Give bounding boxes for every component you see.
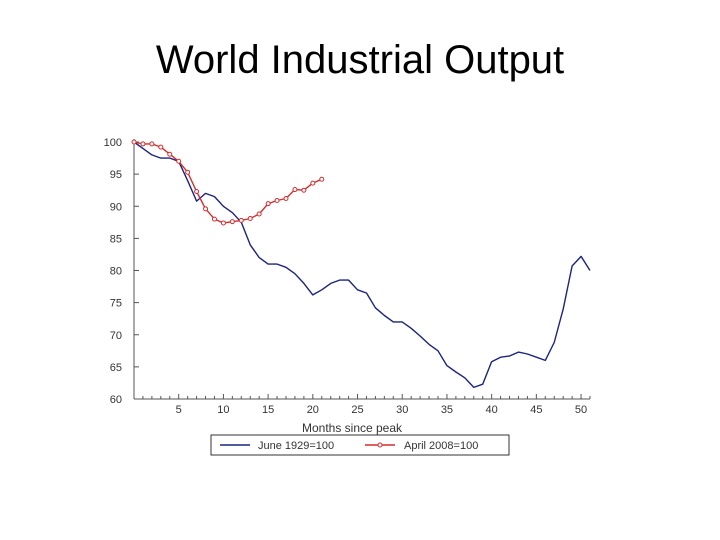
y-tick-label: 90 (110, 201, 122, 213)
data-point (256, 211, 262, 217)
data-point (265, 201, 271, 207)
y-tick-label: 75 (110, 298, 122, 310)
data-point (158, 144, 164, 150)
data-point (185, 169, 191, 175)
data-point (131, 139, 137, 145)
x-tick-label: 5 (176, 404, 182, 416)
x-tick-label: 20 (307, 404, 319, 416)
data-point (140, 141, 146, 147)
data-point (292, 187, 298, 193)
x-tick-label: 45 (530, 404, 542, 416)
data-point (301, 187, 307, 193)
data-point (149, 141, 155, 147)
y-tick-label: 85 (110, 233, 122, 245)
chart-series (131, 139, 591, 389)
x-tick-label: 40 (486, 404, 498, 416)
data-point (310, 180, 316, 186)
series-line-2 (133, 141, 323, 224)
slide-title: World Industrial Output (155, 38, 565, 82)
data-point (247, 215, 253, 221)
data-point (176, 158, 182, 164)
x-tick-label: 50 (575, 404, 587, 416)
x-axis-title: Months since peak (302, 421, 403, 435)
legend-label-1: June 1929=100 (258, 440, 334, 452)
legend-label-2: April 2008=100 (404, 440, 478, 452)
data-point (220, 220, 226, 226)
y-tick-label: 100 (104, 137, 122, 149)
data-point (194, 188, 200, 194)
y-tick-label: 70 (110, 330, 122, 342)
data-point (229, 219, 235, 225)
data-point (319, 176, 325, 182)
y-tick-label: 95 (110, 169, 122, 181)
x-tick-label: 35 (441, 404, 453, 416)
legend-box (210, 434, 510, 456)
y-tick-label: 60 (110, 394, 122, 406)
data-point (203, 206, 209, 212)
x-tick-label: 30 (396, 404, 408, 416)
chart-axes: 5 10 15 20 25 30 35 40 45 50 60 65 70 75 80 85 90 95 100 Mo… (104, 137, 591, 435)
legend-marker (377, 442, 383, 448)
chart-legend: June 1929=100 April 2008=100 (210, 434, 510, 456)
data-point (211, 216, 217, 222)
data-point (238, 217, 244, 223)
data-point (274, 197, 280, 203)
data-point (167, 151, 173, 157)
x-tick-label: 15 (262, 404, 274, 416)
x-tick-label: 10 (217, 404, 229, 416)
y-tick-label: 80 (110, 266, 122, 278)
y-tick-label: 65 (110, 362, 122, 374)
series-line-1 (133, 141, 591, 389)
data-point (283, 196, 289, 202)
x-tick-label: 25 (351, 404, 363, 416)
